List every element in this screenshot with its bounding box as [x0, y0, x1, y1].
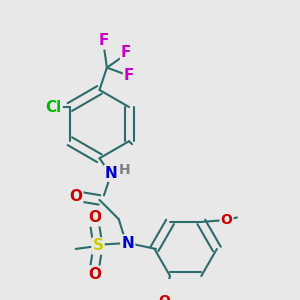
Text: F: F: [99, 33, 109, 48]
Text: O: O: [220, 213, 232, 227]
Text: O: O: [69, 189, 82, 204]
Text: S: S: [92, 238, 104, 253]
Text: O: O: [158, 294, 170, 300]
Text: F: F: [121, 45, 131, 60]
Text: H: H: [119, 163, 130, 177]
Text: O: O: [88, 210, 101, 225]
Text: Cl: Cl: [45, 100, 62, 115]
Text: N: N: [105, 166, 118, 181]
Text: N: N: [121, 236, 134, 250]
Text: O: O: [88, 267, 101, 282]
Text: F: F: [124, 68, 134, 82]
